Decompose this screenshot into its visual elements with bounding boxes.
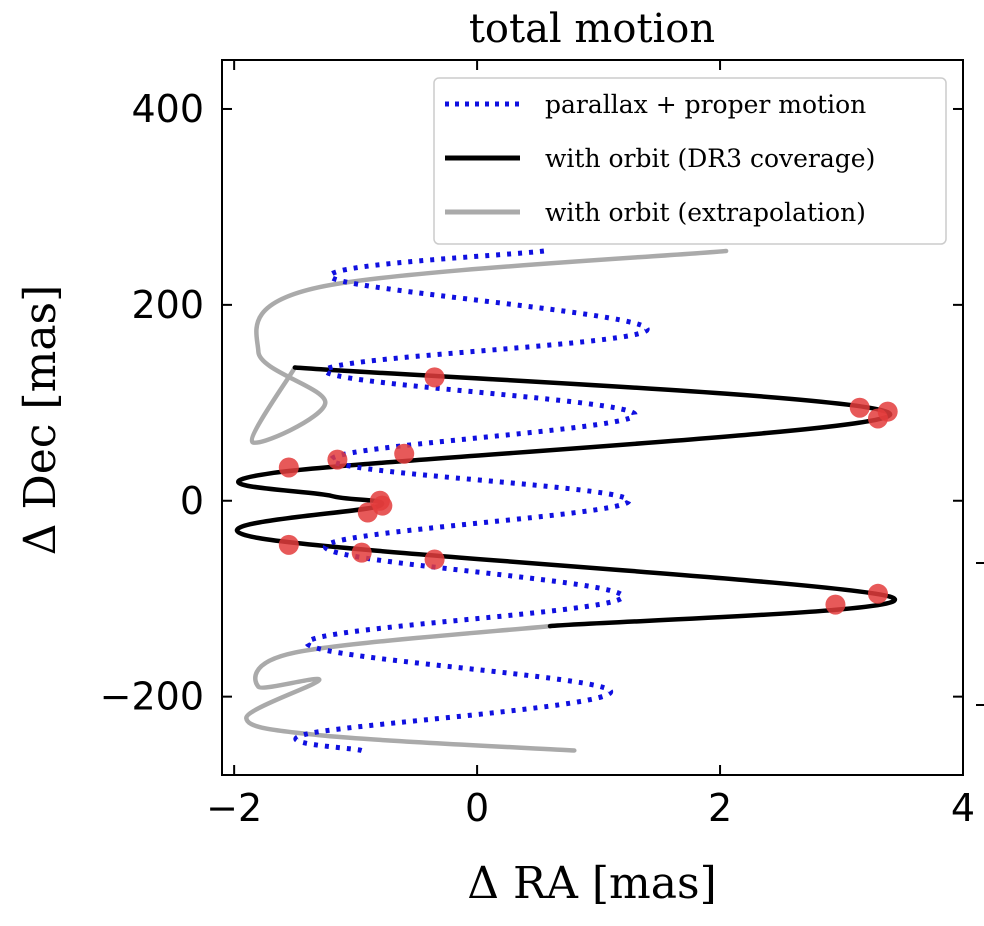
- axis-ticks: −2 0 2 4 −200 0 200 400: [100, 60, 975, 830]
- data-point: [351, 542, 372, 563]
- data-point: [424, 367, 445, 388]
- axes-frame: [221, 59, 964, 776]
- y-axis-label: Δ Dec [mas]: [15, 285, 66, 556]
- x-tick-label: −2: [206, 786, 262, 830]
- data-point: [825, 594, 846, 615]
- chart-title: total motion: [469, 6, 715, 52]
- data-point: [278, 534, 299, 555]
- data-point: [327, 449, 348, 470]
- x-tick-label: 4: [951, 786, 975, 830]
- legend-box: [433, 77, 947, 245]
- axes-border: [221, 59, 964, 776]
- series-extrapolation-line: [249, 248, 729, 445]
- plot-area: [234, 248, 898, 753]
- y-tick-label: 400: [131, 87, 204, 131]
- data-point: [278, 457, 299, 478]
- x-axis-label: Δ RA [mas]: [467, 858, 717, 909]
- data-point: [849, 397, 870, 418]
- data-point: [877, 401, 898, 422]
- y-tick-label: −200: [100, 675, 204, 719]
- legend-label-extrapolation: with orbit (extrapolation): [545, 198, 866, 227]
- legend-label-dr3: with orbit (DR3 coverage): [545, 144, 875, 173]
- series-parallax-line: [293, 248, 650, 753]
- legend-label-parallax: parallax + proper motion: [545, 90, 866, 119]
- data-point: [394, 443, 415, 464]
- data-point: [372, 495, 393, 516]
- x-tick-label: 2: [708, 786, 732, 830]
- neighbor-panel-fragment: [976, 562, 984, 706]
- y-tick-label: 200: [131, 283, 204, 327]
- data-point: [867, 583, 888, 604]
- data-point: [424, 549, 445, 570]
- y-tick-label: 0: [180, 479, 204, 523]
- x-tick-label: 0: [465, 786, 489, 830]
- legend: parallax + proper motion with orbit (DR3…: [433, 77, 947, 245]
- series-extrapolation-line: [244, 623, 577, 753]
- series-dr3-line: [234, 365, 897, 629]
